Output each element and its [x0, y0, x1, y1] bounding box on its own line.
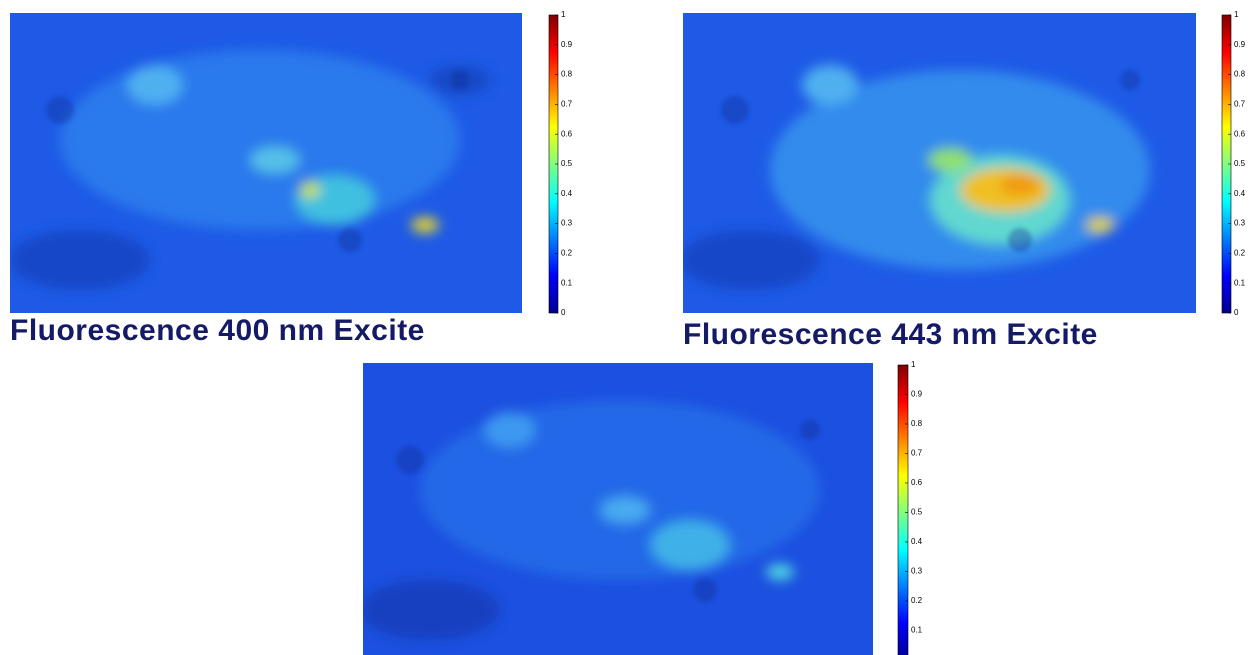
colorbar-tick-label: 0.3 [1234, 219, 1246, 228]
fluorescence-image [360, 363, 873, 655]
colorbar-tick-label: 1 [1234, 10, 1239, 19]
colorbar [898, 365, 908, 655]
colorbar-tick-label: 0.6 [1234, 129, 1246, 138]
colorbar-tick-label: 0.9 [911, 390, 923, 399]
colorbar-tick-label: 1 [561, 10, 566, 19]
colorbar-tick-label: 0.3 [561, 219, 573, 228]
colorbar-tick-label: 0.1 [1234, 278, 1246, 287]
colorbar-tick-label: 1 [911, 360, 916, 369]
colorbar-tick-label: 0.4 [1234, 189, 1246, 198]
panel-title: Fluorescence 400 nm Excite [10, 314, 425, 347]
colorbar-tick-label: 0.1 [561, 278, 573, 287]
colorbar-tick-label: 0.7 [561, 100, 573, 109]
colorbar-tick-label: 0.3 [911, 567, 923, 576]
colorbar-tick-label: 0.7 [911, 449, 923, 458]
fluorescence-image [680, 13, 1196, 313]
colorbar-tick-label: 0.1 [911, 626, 923, 635]
panel-title: Fluorescence 443 nm Excite [683, 318, 1098, 351]
colorbar-tick-label: 0.6 [561, 129, 573, 138]
colorbar-tick-label: 0.2 [561, 249, 573, 258]
colorbar-tick-label: 0.9 [1234, 40, 1246, 49]
colorbar-tick-label: 0.8 [1234, 70, 1246, 79]
colorbar-tick-label: 0.4 [561, 189, 573, 198]
figure: Fluorescence 400 nm Excite Fluorescence … [0, 0, 1259, 655]
colorbar-tick-label: 0.4 [911, 537, 923, 546]
colorbar-tick-label: 0.5 [911, 508, 923, 517]
colorbar-tick-label: 0.7 [1234, 100, 1246, 109]
colorbar-tick-label: 0.5 [1234, 159, 1246, 168]
colorbar-tick-label: 0.9 [561, 40, 573, 49]
colorbar-tick-label: 0.2 [1234, 249, 1246, 258]
colorbar-tick-label: 0.8 [561, 70, 573, 79]
colorbar-tick-label: 0.6 [911, 478, 923, 487]
colorbar-tick-label: 0.2 [911, 596, 923, 605]
colorbar-tick-label: 0 [1234, 308, 1239, 317]
colorbar-tick-label: 0.5 [561, 159, 573, 168]
colorbar-tick-label: 0.8 [911, 419, 923, 428]
colorbar-tick-label: 0 [561, 308, 566, 317]
fluorescence-image [10, 13, 522, 313]
